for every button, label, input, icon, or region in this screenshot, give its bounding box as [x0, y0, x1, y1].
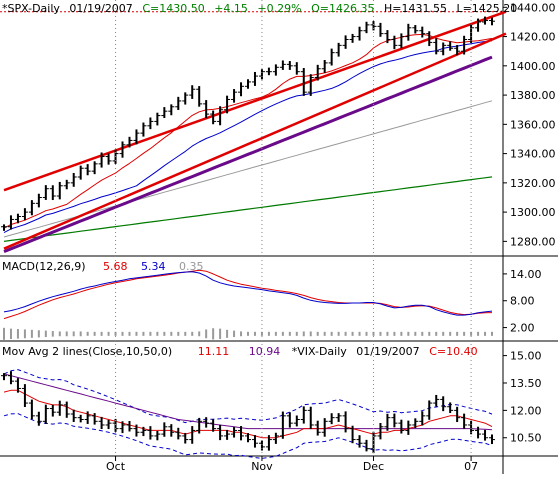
macd-value-3: 0.35: [179, 260, 204, 273]
vix-header: Mov Avg 2 lines(Close,10,50,0) 11.11 10.…: [2, 345, 478, 358]
macd-y-tick-label-8: 8.00: [510, 295, 535, 308]
macd-header: MACD(12,26,9) 5.68 5.34 0.35: [2, 260, 204, 273]
vix-y-tick-label-13.5: 13.50: [510, 377, 542, 390]
vix-close: C=10.40: [429, 345, 477, 358]
vix-ma10-value: 11.11: [198, 345, 230, 358]
macd-panel: 2.00 8.00 14.00: [3, 268, 542, 340]
price-y-tick-label-1360: 1360.00: [510, 118, 556, 131]
price-symbol: *SPX-Daily: [2, 2, 60, 15]
price-date: 01/19/2007: [69, 2, 132, 15]
month-label-Oct: Oct: [106, 460, 126, 473]
price-y-tick-label-1400: 1400.00: [510, 60, 556, 73]
vix-y-tick-label-15: 15.00: [510, 350, 542, 363]
price-y-tick-label-1440: 1440.00: [510, 1, 556, 14]
price-panel: 1280.00 1300.00 1320.00 1340.00 1360.00 1380.…: [0, 1, 556, 253]
macd-y-tick-label-2: 2.00: [510, 322, 535, 335]
macd-signal-line: [3, 269, 493, 320]
price-open: O=1426.35: [311, 2, 374, 15]
month-label-Nov: Nov: [251, 460, 273, 473]
vix-symbol: *VIX-Daily: [292, 345, 348, 358]
vix-y-tick-label-10.5: 10.50: [510, 432, 542, 445]
vix-date: 01/19/2007: [356, 345, 419, 358]
price-ma10-line: [3, 33, 493, 229]
price-ma50-line: [3, 55, 493, 253]
vix-name: Mov Avg 2 lines(Close,10,50,0): [2, 345, 172, 358]
vix-ma50-line: [3, 373, 493, 431]
price-close: C=1430.50: [142, 2, 204, 15]
price-low: L=1425.20: [456, 2, 517, 15]
price-y-tick-label-1300: 1300.00: [510, 206, 556, 219]
vix-ma50-value: 10.94: [249, 345, 281, 358]
macd-value-2: 5.34: [141, 260, 166, 273]
price-pct: +0.29%: [257, 2, 301, 15]
channel-upper-line: [3, 10, 507, 192]
price-change: +4.15: [214, 2, 248, 15]
month-label-07: 07: [464, 460, 478, 473]
price-ma20-line: [3, 40, 493, 234]
macd-line: [3, 271, 493, 316]
vix-ma10-line: [3, 389, 493, 439]
price-high: H=1431.55: [384, 2, 447, 15]
month-label-Dec: Dec: [363, 460, 384, 473]
price-y-tick-label-1340: 1340.00: [510, 148, 556, 161]
x-axis: Oct Nov Dec 07: [106, 0, 478, 473]
channel-lower-line: [3, 32, 507, 250]
price-y-tick-label-1320: 1320.00: [510, 177, 556, 190]
price-ma200-line: [3, 176, 493, 242]
vix-panel: 10.50 12.00 13.50 15.00: [1, 350, 542, 459]
vix-lower-band: [3, 413, 493, 459]
macd-y-tick-label-14: 14.00: [510, 268, 542, 281]
vix-y-tick-label-12: 12.00: [510, 404, 542, 417]
price-header: *SPX-Daily 01/19/2007 C=1430.50 +4.15 +0…: [2, 2, 517, 15]
price-y-tick-label-1280: 1280.00: [510, 235, 556, 248]
macd-name: MACD(12,26,9): [2, 260, 86, 273]
vix-upper-band: [3, 369, 493, 424]
price-y-tick-label-1380: 1380.00: [510, 89, 556, 102]
price-y-tick-label-1420: 1420.00: [510, 31, 556, 44]
macd-value-1: 5.68: [103, 260, 128, 273]
